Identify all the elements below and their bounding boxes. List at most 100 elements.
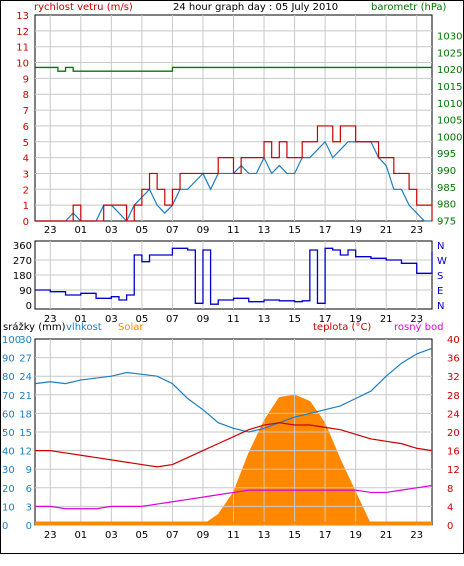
x-tick-label: 23 [410, 314, 423, 325]
y-tick-label: N [437, 241, 444, 252]
x-tick-label: 17 [319, 314, 332, 325]
y-tick-label: S [437, 271, 443, 282]
dewpoint-label: rosný bod [394, 321, 443, 333]
dewpoint-line [35, 484, 433, 510]
y-tick-label: 180 [13, 271, 32, 282]
y-tick-label: 7 [23, 106, 29, 117]
y-tick-label: 1 [23, 201, 29, 212]
y-tick-label: 9 [26, 465, 32, 476]
x-tick-label: 19 [349, 530, 362, 541]
pressure-line [35, 66, 432, 72]
humidity-line [34, 347, 433, 433]
x-tick-label: 15 [288, 530, 301, 541]
x-tick-label: 13 [258, 225, 271, 236]
y-tick-label: 3 [26, 502, 32, 513]
y-tick-label: 100 [2, 335, 21, 346]
x-tick-label: 21 [380, 225, 393, 236]
weather-chart: rychlost vetru (m/s) 24 hour graph day :… [2, 2, 462, 541]
y-tick-label: 24 [447, 409, 460, 420]
y-tick-label: 990 [437, 166, 456, 177]
x-tick-label: 13 [258, 530, 271, 541]
y-tick-label: 1010 [437, 99, 462, 110]
y-tick-label: 90 [19, 286, 32, 297]
y-tick-label: E [437, 286, 443, 297]
x-tick-label: 23 [410, 530, 423, 541]
y-tick-label: 0 [23, 217, 29, 228]
x-tick-label: 23 [44, 530, 57, 541]
y-tick-label: 980 [437, 200, 456, 211]
y-tick-label: 360 [13, 241, 32, 252]
y-tick-label: 20 [2, 484, 15, 495]
y-tick-label: 70 [2, 391, 15, 402]
x-tick-label: 03 [105, 314, 118, 325]
y-tick-label: 1015 [437, 82, 462, 93]
rain-axis-label: srážky (mm) [3, 321, 66, 333]
y-tick-label: 1020 [437, 65, 462, 76]
x-tick-label: 21 [380, 314, 393, 325]
y-tick-label: N [437, 301, 444, 312]
y-tick-label: 0 [447, 521, 453, 532]
y-tick-label: 12 [16, 27, 29, 38]
y-tick-label: 36 [447, 354, 460, 365]
humidity-axis-label: vlhkost [66, 322, 102, 333]
y-tick-label: 4 [447, 502, 453, 513]
x-tick-label: 15 [288, 314, 301, 325]
x-tick-label: 23 [410, 225, 423, 236]
y-tick-label: 20 [447, 428, 460, 439]
solar-label: Solar [118, 322, 144, 333]
y-tick-label: 40 [447, 335, 460, 346]
x-tick-label: 05 [136, 314, 149, 325]
y-tick-label: 11 [16, 43, 29, 54]
x-tick-label: 05 [136, 225, 149, 236]
y-tick-label: 80 [2, 372, 15, 383]
y-tick-label: 6 [23, 122, 29, 133]
y-tick-label: 18 [19, 409, 32, 420]
y-tick-label: 12 [447, 465, 460, 476]
y-tick-label: 28 [447, 391, 460, 402]
x-tick-label: 01 [74, 530, 87, 541]
solar-area [35, 394, 432, 526]
x-tick-label: 03 [105, 530, 118, 541]
temperature-axis-label: teplota (°C) [313, 322, 371, 333]
chart-title: 24 hour graph day : 05 July 2010 [173, 2, 338, 13]
y-tick-label: 8 [23, 90, 29, 101]
wind-gust-line [35, 125, 433, 222]
wind-axis-label: rychlost vetru (m/s) [34, 2, 133, 13]
x-tick-label: 07 [166, 314, 179, 325]
y-tick-label: 0 [26, 301, 32, 312]
x-tick-label: 15 [288, 225, 301, 236]
y-tick-label: 21 [19, 391, 32, 402]
x-tick-label: 17 [319, 225, 332, 236]
x-tick-label: 11 [227, 530, 240, 541]
y-tick-label: 12 [19, 447, 32, 458]
y-tick-label: 6 [26, 484, 32, 495]
y-tick-label: 1000 [437, 132, 462, 143]
y-tick-label: 32 [447, 372, 460, 383]
x-tick-label: 13 [258, 314, 271, 325]
x-tick-label: 07 [166, 530, 179, 541]
y-tick-label: 0 [2, 521, 8, 532]
x-tick-label: 01 [74, 225, 87, 236]
y-tick-label: 975 [437, 217, 456, 228]
y-tick-label: 15 [19, 428, 32, 439]
y-tick-label: 1025 [437, 48, 462, 59]
x-tick-label: 03 [105, 225, 118, 236]
x-tick-label: 09 [197, 530, 210, 541]
y-tick-label: 985 [437, 183, 456, 194]
x-tick-label: 11 [227, 314, 240, 325]
pressure-axis-label: barometr (hPa) [371, 2, 447, 13]
temperature-line [35, 422, 433, 468]
x-tick-label: 07 [166, 225, 179, 236]
y-tick-label: 2 [23, 185, 29, 196]
y-tick-label: 50 [2, 428, 15, 439]
y-tick-label: 5 [23, 138, 29, 149]
y-tick-label: 16 [447, 447, 460, 458]
y-tick-label: 30 [2, 465, 15, 476]
direction-line [35, 247, 433, 305]
y-tick-label: 4 [23, 154, 29, 165]
x-tick-label: 23 [44, 314, 57, 325]
x-tick-label: 17 [319, 530, 332, 541]
y-tick-label: 9 [23, 74, 29, 85]
x-tick-label: 09 [197, 314, 210, 325]
y-tick-label: 3 [23, 169, 29, 180]
